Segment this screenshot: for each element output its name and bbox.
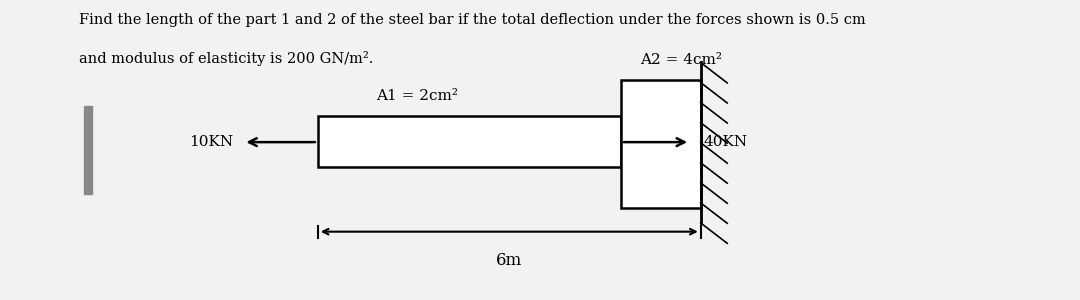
Text: and modulus of elasticity is 200 GN/m².: and modulus of elasticity is 200 GN/m². [79, 51, 373, 66]
Bar [318, 116, 621, 167]
Text: Find the length of the part 1 and 2 of the steel bar if the total deflection und: Find the length of the part 1 and 2 of t… [79, 13, 865, 27]
Text: 6m: 6m [496, 252, 523, 269]
Bar [621, 80, 701, 208]
Text: 10KN: 10KN [189, 135, 233, 149]
Text: A2 = 4cm²: A2 = 4cm² [640, 53, 723, 67]
Text: A1 = 2cm²: A1 = 2cm² [376, 89, 458, 103]
Bar [84, 106, 93, 194]
Text: 40KN: 40KN [704, 135, 748, 149]
